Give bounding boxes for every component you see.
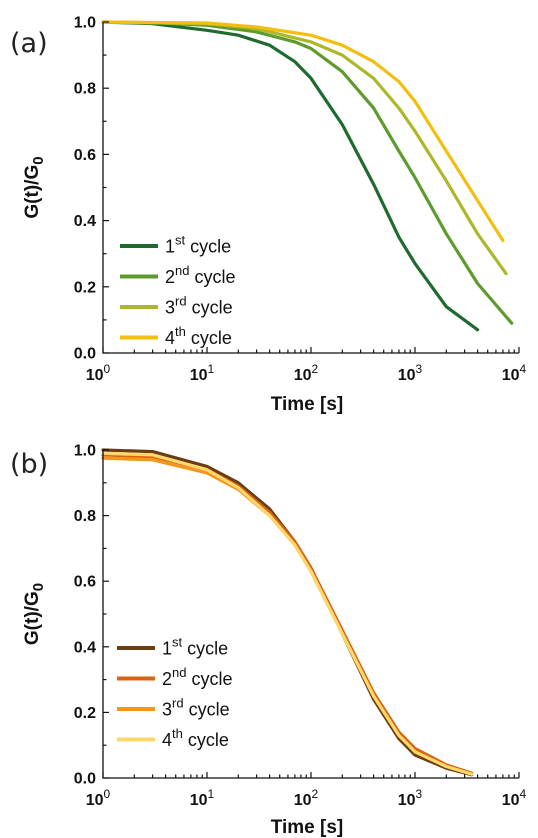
legend-text-rest: cycle xyxy=(186,328,232,348)
x-tick-label: 104 xyxy=(502,362,527,384)
legend-entry: 1st cycle xyxy=(162,635,228,659)
x-tick-base: 10 xyxy=(502,792,520,809)
legend-text-rest: cycle xyxy=(186,669,232,689)
y-tick-label: 0.2 xyxy=(74,279,96,296)
x-axis-title: Time [s] xyxy=(271,394,344,415)
legend-entry: 4th cycle xyxy=(162,726,229,750)
legend-number: 1 xyxy=(165,237,175,257)
x-tick-exponent: 4 xyxy=(520,787,527,801)
legend-number: 3 xyxy=(165,298,175,318)
y-tick-label: 1.0 xyxy=(74,15,96,32)
x-tick-base: 10 xyxy=(398,367,416,384)
y-tick-label: 0.0 xyxy=(74,771,96,788)
legend-ordinal-suffix: nd xyxy=(172,665,186,680)
legend-number: 1 xyxy=(162,639,172,659)
series-line-1 xyxy=(101,20,480,332)
y-axis-title-main: G(t)/G xyxy=(22,165,43,219)
y-axis-title: G(t)/G0 xyxy=(22,583,47,645)
x-tick-base: 10 xyxy=(398,792,416,809)
x-axis-title: Time [s] xyxy=(271,817,344,838)
panel-label: (a) xyxy=(10,28,48,59)
y-tick-label: 0.2 xyxy=(74,705,96,722)
legend-entry: 4th cycle xyxy=(165,324,232,348)
axis-frame xyxy=(102,450,519,779)
x-tick-exponent: 0 xyxy=(104,787,111,801)
x-tick-base: 10 xyxy=(86,367,104,384)
y-axis-title-subscript: 0 xyxy=(30,583,47,591)
x-tick-exponent: 3 xyxy=(416,787,423,801)
y-tick-label: 0.4 xyxy=(74,639,96,656)
y-tick-label: 0.6 xyxy=(74,147,96,164)
legend-ordinal-suffix: rd xyxy=(172,696,184,711)
legend-ordinal-suffix: nd xyxy=(175,263,189,278)
legend-ordinal-suffix: th xyxy=(172,726,183,741)
legend-entry: 2nd cycle xyxy=(165,263,236,287)
x-tick-exponent: 3 xyxy=(416,362,423,376)
x-tick-exponent: 2 xyxy=(312,362,319,376)
legend-text-rest: cycle xyxy=(189,267,235,287)
panel-label: (b) xyxy=(10,449,48,480)
x-tick-label: 100 xyxy=(86,787,111,809)
x-tick-base: 10 xyxy=(294,792,312,809)
series-line-2 xyxy=(101,453,474,775)
x-tick-base: 10 xyxy=(190,367,208,384)
series-line-1 xyxy=(101,448,474,777)
legend-ordinal-suffix: th xyxy=(175,324,186,339)
x-tick-base: 10 xyxy=(502,367,520,384)
legend-text-rest: cycle xyxy=(182,639,228,659)
x-tick-exponent: 4 xyxy=(520,362,527,376)
legend-entry: 3rd cycle xyxy=(162,696,230,720)
legend-entry: 2nd cycle xyxy=(162,665,233,689)
x-tick-base: 10 xyxy=(294,367,312,384)
legend-entry: 3rd cycle xyxy=(165,294,233,318)
y-tick-label: 0.8 xyxy=(74,81,96,98)
legend-ordinal-suffix: st xyxy=(172,635,183,650)
x-tick-label: 101 xyxy=(190,362,215,384)
y-axis-title: G(t)/G0 xyxy=(22,156,47,218)
x-tick-exponent: 2 xyxy=(312,787,319,801)
x-tick-base: 10 xyxy=(190,792,208,809)
y-tick-label: 0.8 xyxy=(74,508,96,525)
series-line-4 xyxy=(101,451,474,776)
x-tick-label: 101 xyxy=(190,787,215,809)
legend-text-rest: cycle xyxy=(184,700,230,720)
legend-text-rest: cycle xyxy=(183,730,229,750)
x-tick-label: 103 xyxy=(398,362,423,384)
legend-ordinal-suffix: st xyxy=(175,233,186,248)
legend-ordinal-suffix: rd xyxy=(175,294,187,309)
x-tick-label: 104 xyxy=(502,787,527,809)
legend-number: 2 xyxy=(165,267,175,287)
x-tick-exponent: 1 xyxy=(208,362,215,376)
series-line-3 xyxy=(101,456,474,776)
x-tick-label: 100 xyxy=(86,362,111,384)
x-tick-exponent: 1 xyxy=(208,787,215,801)
legend-number: 2 xyxy=(162,669,172,689)
y-tick-label: 1.0 xyxy=(74,443,96,460)
y-tick-label: 0.6 xyxy=(74,574,96,591)
x-tick-label: 102 xyxy=(294,362,319,384)
x-tick-base: 10 xyxy=(86,792,104,809)
x-tick-label: 102 xyxy=(294,787,319,809)
legend-text-rest: cycle xyxy=(187,298,233,318)
y-tick-label: 0.0 xyxy=(74,346,96,363)
y-tick-label: 0.4 xyxy=(74,213,96,230)
legend-number: 4 xyxy=(162,730,172,750)
x-tick-label: 103 xyxy=(398,787,423,809)
legend-entry: 1st cycle xyxy=(165,233,231,257)
legend-text-rest: cycle xyxy=(185,237,231,257)
series-line-4 xyxy=(101,20,505,243)
legend-number: 4 xyxy=(165,328,175,348)
x-tick-exponent: 0 xyxy=(104,362,111,376)
legend-number: 3 xyxy=(162,700,172,720)
y-axis-title-subscript: 0 xyxy=(30,156,47,164)
y-axis-title-main: G(t)/G xyxy=(22,591,43,645)
